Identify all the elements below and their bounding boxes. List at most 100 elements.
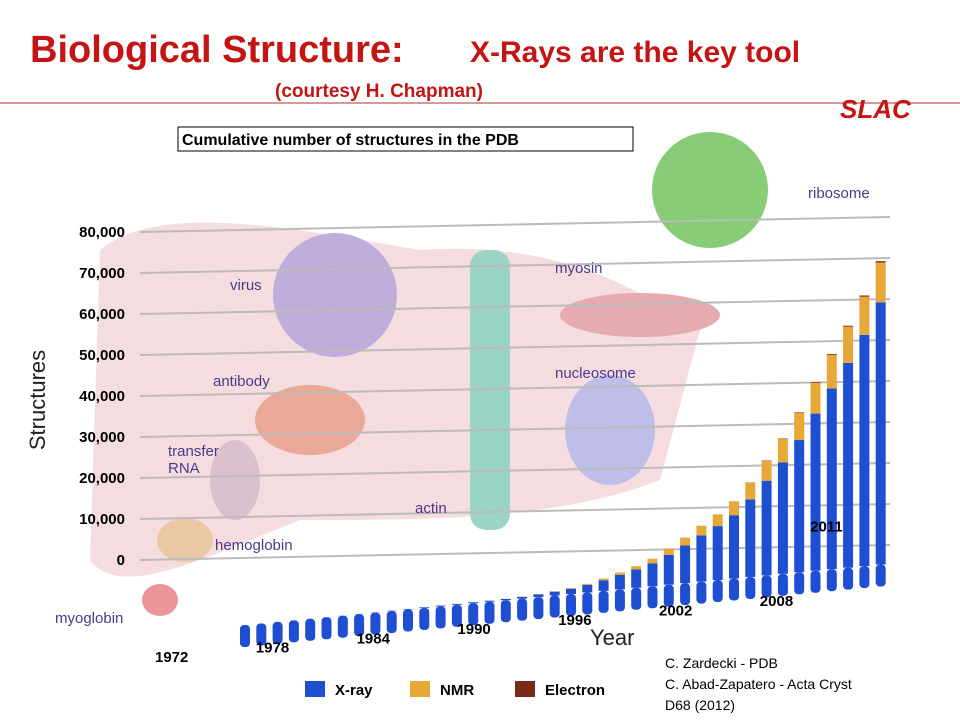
bar-segment (761, 461, 772, 481)
bar-segment (680, 537, 691, 546)
molecule-label: ribosome (808, 185, 870, 202)
grid-line (139, 380, 891, 397)
x-tick-label: 2002 (659, 603, 692, 620)
molecule-label: antibody (213, 373, 270, 390)
bar-segment (810, 413, 821, 571)
bar-segment (696, 525, 707, 536)
molecule-label: actin (415, 500, 447, 517)
bar-base (598, 590, 609, 613)
bar-base (403, 609, 413, 632)
bar-base (337, 615, 348, 638)
grid-line (139, 339, 891, 356)
bar-segment (777, 462, 788, 574)
bar-base (712, 580, 723, 603)
bar-segment (549, 591, 560, 596)
legend-label: NMR (440, 682, 474, 699)
bar-segment (810, 382, 821, 383)
bar-base (288, 620, 299, 643)
bar-base (582, 592, 593, 615)
y-tick-label: 30,000 (79, 429, 125, 446)
bar-segment (566, 588, 576, 589)
bar-segment (745, 499, 756, 577)
bar-segment (875, 261, 886, 263)
bar-segment (729, 501, 739, 516)
y-tick-label: 60,000 (79, 306, 125, 323)
bar-base (614, 589, 625, 612)
bar-base (875, 564, 886, 587)
bar-segment (582, 584, 593, 593)
y-tick-label: 80,000 (79, 224, 125, 241)
bar-base (435, 606, 446, 629)
bar-segment (794, 412, 805, 441)
bar-base (663, 584, 674, 607)
bar-segment (517, 596, 528, 599)
bar-segment (826, 388, 837, 570)
y-tick-label: 0 (117, 552, 125, 569)
bar-segment (794, 440, 805, 573)
bar-base (826, 569, 837, 592)
bar-segment (663, 554, 674, 585)
bar-segment (696, 535, 707, 582)
bar-segment (484, 600, 495, 602)
bar-segment (875, 302, 886, 565)
credit: C. Abad-Zapatero - Acta Cryst (665, 676, 852, 692)
x-tick-label: 1978 (256, 640, 289, 657)
bar-segment (598, 578, 609, 581)
bar-base (843, 567, 854, 590)
y-tick-label: 10,000 (79, 511, 125, 528)
grid-line (139, 257, 891, 274)
bar-base (566, 594, 576, 616)
bar-base (777, 573, 788, 596)
bar-base (647, 586, 658, 609)
bar-base (305, 618, 316, 641)
legend-label: X-ray (335, 682, 373, 699)
bar-base (370, 612, 381, 635)
bar-base (533, 597, 544, 620)
bar-segment (647, 563, 658, 587)
grid-line (139, 216, 891, 233)
bar-base (794, 572, 805, 595)
courtesy: (courtesy H. Chapman) (275, 81, 483, 102)
bar-base (810, 570, 821, 593)
credit: C. Zardecki - PDB (665, 655, 778, 671)
grid-line (139, 421, 891, 438)
grid-line (139, 298, 891, 315)
bar-base (484, 601, 495, 624)
bar-segment (663, 548, 674, 555)
bar-segment (712, 526, 723, 581)
bar-base (419, 607, 430, 630)
bar-segment (566, 588, 576, 594)
bar-segment (859, 334, 870, 567)
bar-segment (419, 607, 430, 608)
slide-title: Biological Structure: (30, 29, 404, 71)
credit: D68 (2012) (665, 697, 735, 713)
y-tick-label: 70,000 (79, 265, 125, 282)
y-tick-label: 20,000 (79, 470, 125, 487)
bar-segment (647, 558, 658, 564)
molecule-label: transfer RNA (168, 443, 219, 477)
bar-segment (435, 605, 446, 607)
x-tick-label: 1996 (558, 612, 591, 629)
chart-title-box (177, 126, 634, 152)
bar-segment (794, 412, 805, 413)
bar-base (500, 600, 511, 623)
bar-segment (680, 545, 691, 584)
bar-segment (631, 566, 642, 570)
logo: SLAC (840, 94, 912, 124)
bar-base (468, 603, 479, 626)
bar-base (354, 614, 365, 637)
chart-title: Cumulative number of structures in the P… (182, 132, 519, 149)
legend-swatch (305, 681, 325, 697)
x-tick-label: 2011 (810, 519, 843, 536)
molecule-label: hemoglobin (215, 537, 293, 554)
bar-base (517, 598, 528, 621)
bar-segment (533, 594, 544, 598)
bar-segment (729, 515, 739, 579)
slide-subtitle: X-Rays are the key tool (470, 36, 800, 69)
legend-label: Electron (545, 682, 605, 699)
bar-segment (843, 362, 854, 568)
legend-swatch (515, 681, 535, 697)
bar-segment (712, 514, 723, 527)
x-tick-label: 1972 (155, 649, 188, 666)
